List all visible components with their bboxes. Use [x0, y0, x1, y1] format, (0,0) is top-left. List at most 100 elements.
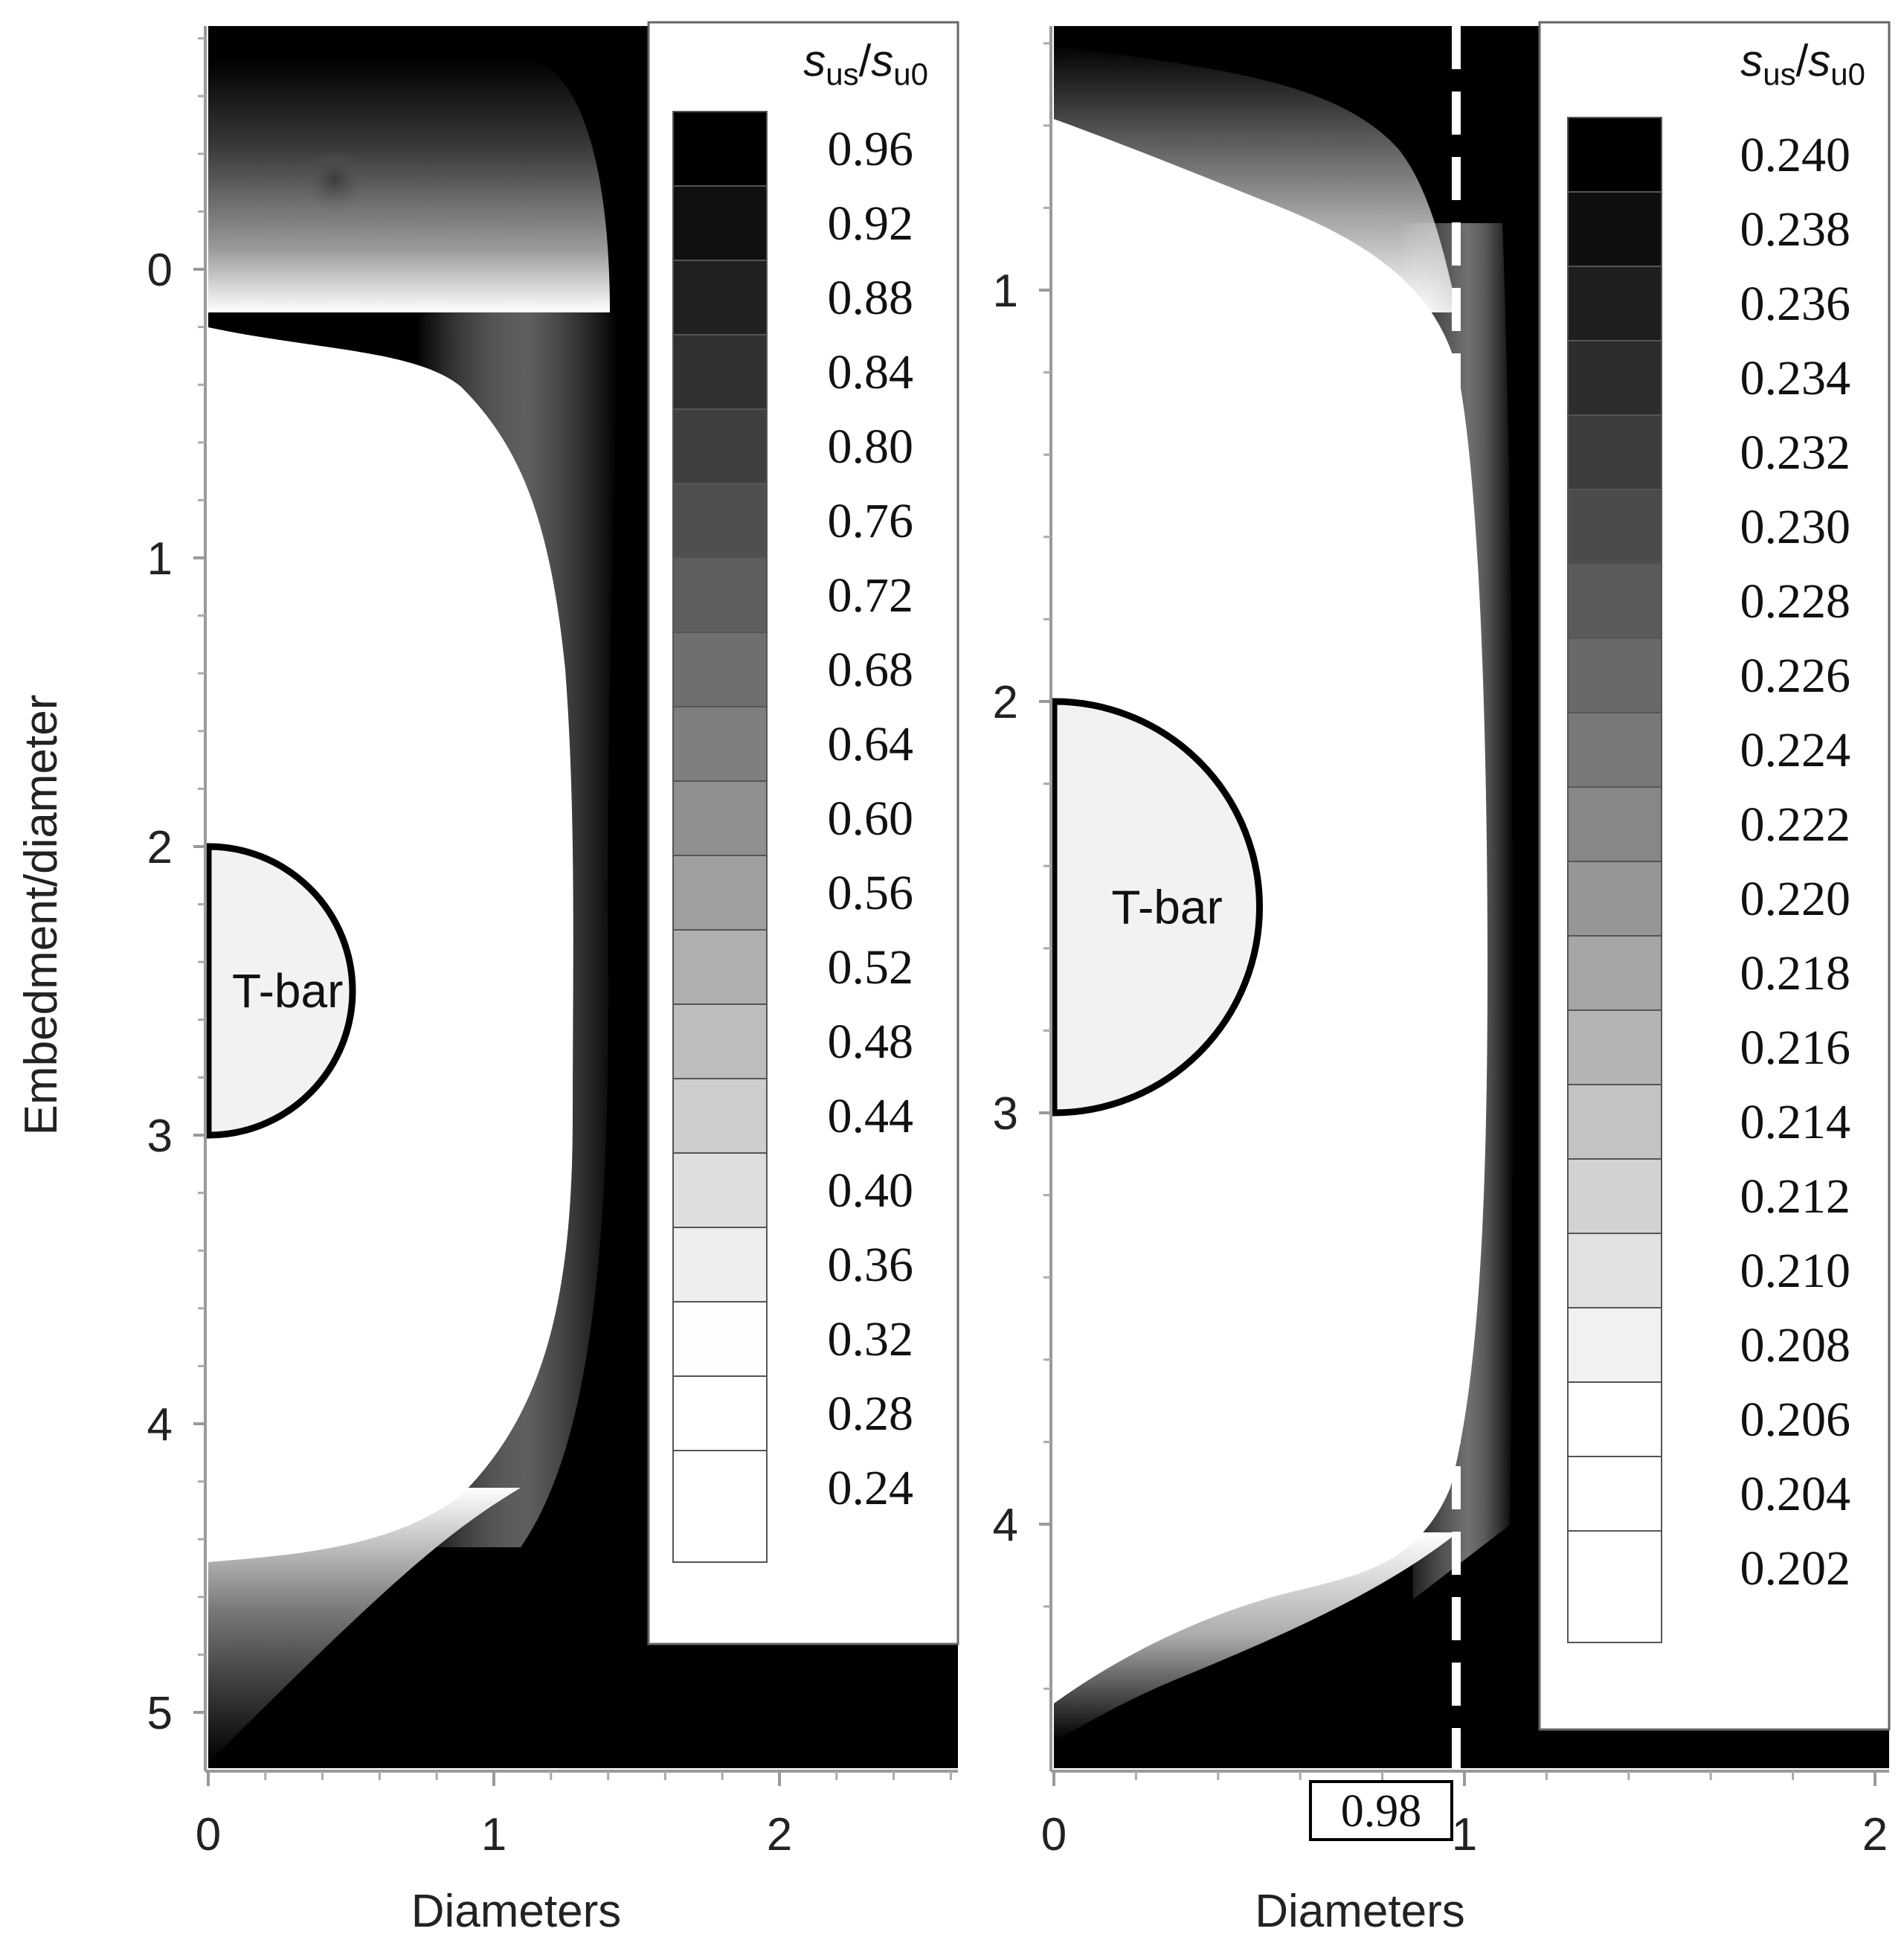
legend-swatch-left	[672, 483, 768, 559]
legend-level-label-right: 0.224	[1740, 723, 1851, 777]
x-tick-label-right: 1	[1452, 1809, 1477, 1860]
y-tick-label-right: 4	[993, 1500, 1018, 1551]
legend-level-label-right: 0.210	[1740, 1244, 1851, 1298]
legend-level-label-right: 0.216	[1740, 1021, 1851, 1075]
legend-swatch-left	[672, 185, 768, 261]
legend-swatch-left	[672, 1450, 768, 1563]
legend-swatch-right	[1567, 712, 1662, 788]
legend-level-label-right: 0.206	[1740, 1393, 1851, 1447]
legend-swatch-right	[1567, 340, 1662, 416]
legend-swatch-left	[672, 929, 768, 1005]
legend-level-label-left: 0.96	[828, 122, 914, 176]
legend-level-label-right: 0.232	[1740, 425, 1851, 480]
legend-level-label-left: 0.92	[828, 196, 914, 251]
legend-level-label-right: 0.240	[1740, 128, 1851, 182]
legend-swatch-left	[672, 1078, 768, 1154]
legend-swatch-right	[1567, 1233, 1662, 1308]
tbar-label-right: T-bar	[1111, 881, 1222, 934]
legend-swatch-left	[672, 1152, 768, 1228]
legend-swatch-left	[672, 632, 768, 707]
legend-level-label-left: 0.88	[828, 271, 914, 325]
legend-swatch-left	[672, 1301, 768, 1377]
legend-level-label-left: 0.72	[828, 568, 914, 623]
legend-level-label-left: 0.68	[828, 643, 914, 697]
legend-level-label-left: 0.76	[828, 494, 914, 548]
x-tick-label-left: 1	[481, 1809, 506, 1860]
legend-swatch-left	[672, 1375, 768, 1451]
legend-swatch-left	[672, 1003, 768, 1079]
y-tick-label-left: 4	[147, 1399, 173, 1451]
legend-swatch-left	[672, 855, 768, 931]
legend-level-label-left: 0.80	[828, 420, 914, 474]
legend-swatch-left	[672, 334, 768, 410]
legend-level-label-right: 0.234	[1740, 351, 1851, 405]
legend-swatch-left	[672, 557, 768, 633]
legend-swatch-right	[1567, 1158, 1662, 1234]
legend-swatch-left	[672, 260, 768, 335]
legend-level-label-right: 0.222	[1740, 797, 1851, 852]
legend-level-label-right: 0.228	[1740, 574, 1851, 629]
legend-swatch-right	[1567, 861, 1662, 937]
legend-title-right: sus/su0	[1740, 36, 1865, 91]
y-tick-label-left: 0	[147, 245, 173, 296]
legend-swatch-left	[672, 408, 768, 484]
legend-level-label-left: 0.32	[828, 1312, 914, 1366]
y-tick-label-right: 1	[993, 266, 1018, 317]
legend-level-label-left: 0.64	[828, 717, 914, 771]
x-tick-label-left: 2	[767, 1809, 792, 1860]
legend-swatch-right	[1567, 563, 1662, 639]
legend-level-label-left: 0.48	[828, 1015, 914, 1069]
annotation-box-0-98	[1308, 1780, 1453, 1841]
legend-swatch-right	[1567, 1530, 1662, 1643]
tbar-label-left: T-bar	[232, 964, 343, 1018]
legend-swatch-right	[1567, 1381, 1662, 1457]
legend-level-label-right: 0.230	[1740, 500, 1851, 554]
legend-level-label-left: 0.56	[828, 866, 914, 920]
x-tick-label-left: 0	[196, 1809, 221, 1860]
legend-level-label-left: 0.60	[828, 791, 914, 846]
y-axis-title-left: Embedment/diameter	[16, 695, 67, 1136]
legend-swatch-right	[1567, 1009, 1662, 1085]
legend-swatch-left	[672, 706, 768, 782]
y-tick-label-right: 3	[993, 1088, 1018, 1140]
legend-level-label-left: 0.44	[828, 1089, 914, 1143]
legend-level-label-left: 0.24	[828, 1461, 914, 1515]
legend-swatch-left	[672, 1227, 768, 1303]
legend-swatch-right	[1567, 1084, 1662, 1160]
y-tick-label-left: 2	[147, 822, 173, 873]
legend-level-label-right: 0.218	[1740, 946, 1851, 1001]
legend-swatch-left	[672, 111, 768, 187]
legend-title-left: sus/su0	[803, 36, 928, 91]
legend-swatch-right	[1567, 935, 1662, 1011]
legend-level-label-right: 0.212	[1740, 1169, 1851, 1224]
legend-level-label-right: 0.208	[1740, 1318, 1851, 1372]
y-tick-label-left: 3	[147, 1111, 173, 1162]
legend-level-label-right: 0.238	[1740, 202, 1851, 257]
tbar-shape-left	[205, 843, 356, 1139]
legend-swatch-right	[1567, 786, 1662, 862]
legend-swatch-right	[1567, 191, 1662, 267]
legend-level-label-left: 0.40	[828, 1163, 914, 1218]
legend-swatch-right	[1567, 117, 1662, 193]
legend-level-label-left: 0.84	[828, 345, 914, 399]
legend-level-label-right: 0.220	[1740, 872, 1851, 926]
legend-swatch-left	[672, 780, 768, 856]
legend-swatch-right	[1567, 266, 1662, 341]
legend-level-label-right: 0.204	[1740, 1467, 1851, 1521]
x-tick-label-right: 2	[1862, 1809, 1888, 1860]
x-tick-label-right: 0	[1041, 1809, 1067, 1860]
legend-level-label-left: 0.52	[828, 940, 914, 995]
legend-level-label-right: 0.236	[1740, 277, 1851, 331]
y-tick-label-right: 2	[993, 677, 1018, 728]
y-tick-label-left: 5	[147, 1688, 173, 1739]
y-tick-label-left: 1	[147, 533, 173, 585]
legend-swatch-right	[1567, 1456, 1662, 1532]
legend-level-label-left: 0.28	[828, 1387, 914, 1441]
legend-level-label-right: 0.214	[1740, 1095, 1851, 1149]
x-axis-title-left: Diameters	[411, 1886, 622, 1937]
legend-swatch-right	[1567, 414, 1662, 490]
x-axis-title-right: Diameters	[1255, 1886, 1465, 1937]
legend-swatch-right	[1567, 489, 1662, 565]
